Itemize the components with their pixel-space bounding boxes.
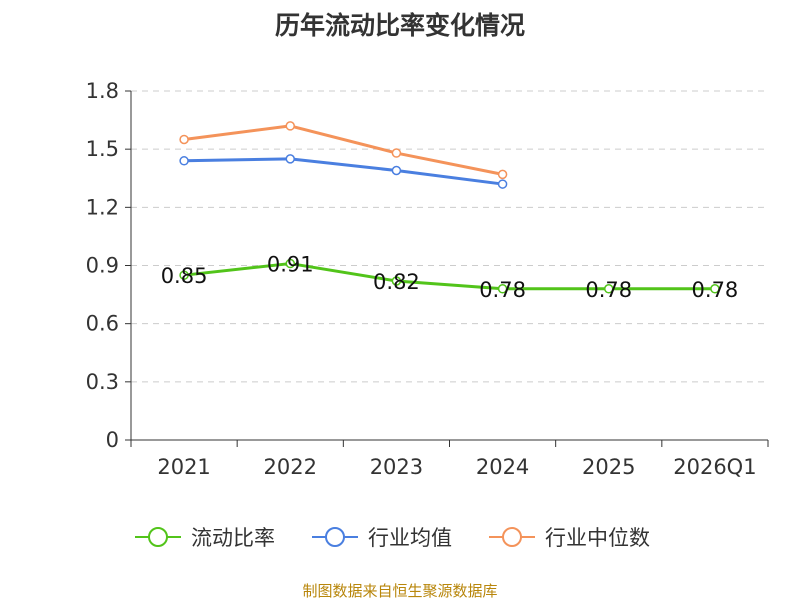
legend-marker (148, 527, 168, 547)
x-tick-label: 2023 (370, 455, 423, 479)
x-tick-label: 2021 (157, 455, 210, 479)
data-point (179, 270, 189, 280)
data-label: 0.82 (373, 270, 420, 294)
data-label: 0.78 (479, 278, 526, 302)
data-point (497, 284, 508, 294)
legend-label: 行业均值 (368, 526, 452, 550)
data-label: 0.91 (267, 253, 314, 277)
y-tick-label: 0.9 (86, 254, 119, 278)
series-line-1 (184, 157, 503, 186)
legend-item-0[interactable]: 流动比率 (135, 526, 275, 550)
x-tick-label: 2026Q1 (673, 455, 756, 479)
y-tick-label: 1.2 (86, 195, 119, 219)
y-tick-label: 1.8 (86, 79, 119, 103)
data-point (391, 276, 402, 286)
data-point (179, 134, 189, 145)
source-note: 制图数据来自恒生聚源数据库 (302, 582, 497, 600)
legend[interactable]: 流动比率 行业均值 行业中位数 (135, 526, 650, 550)
series-line-0 (183, 262, 715, 291)
data-label: 0.85 (161, 264, 208, 288)
data-point (604, 284, 614, 294)
y-tick-label: 0.6 (86, 312, 119, 336)
series-group (179, 121, 720, 294)
legend-label: 行业中位数 (545, 526, 650, 550)
data-label: 0.78 (692, 278, 739, 302)
data-point (391, 148, 402, 158)
data-point (285, 258, 295, 269)
chart-title: 历年流动比率变化情况 (275, 11, 525, 40)
y-tick-label: 1.5 (86, 137, 119, 161)
data-point (179, 156, 189, 166)
x-tick-label: 2022 (264, 455, 317, 479)
x-tick-label: 2024 (476, 455, 529, 479)
y-tick-label: 0.3 (86, 370, 119, 394)
x-axis-ticks: 2021 2022 2023 2024 2025 2026Q1 (130, 440, 769, 479)
data-point (285, 121, 295, 131)
y-tick-label: 0 (106, 428, 119, 452)
legend-item-2[interactable]: 行业中位数 (489, 526, 650, 550)
legend-item-1[interactable]: 行业均值 (312, 526, 452, 550)
legend-marker (325, 527, 345, 547)
x-tick-label: 2025 (582, 455, 635, 479)
data-point (710, 284, 720, 294)
series-line-2 (183, 124, 503, 176)
data-point (497, 179, 508, 189)
data-point (497, 169, 508, 180)
data-point (285, 154, 295, 164)
data-labels: 0.85 0.91 0.82 0.78 0.78 0.78 (161, 253, 739, 302)
legend-marker (502, 527, 522, 547)
data-label: 0.78 (585, 278, 632, 302)
grid-lines (131, 90, 768, 383)
y-axis-ticks: 0 0.3 0.6 0.9 1.2 1.5 1.8 (86, 79, 131, 452)
legend-label: 流动比率 (191, 526, 275, 550)
data-point (391, 165, 402, 176)
